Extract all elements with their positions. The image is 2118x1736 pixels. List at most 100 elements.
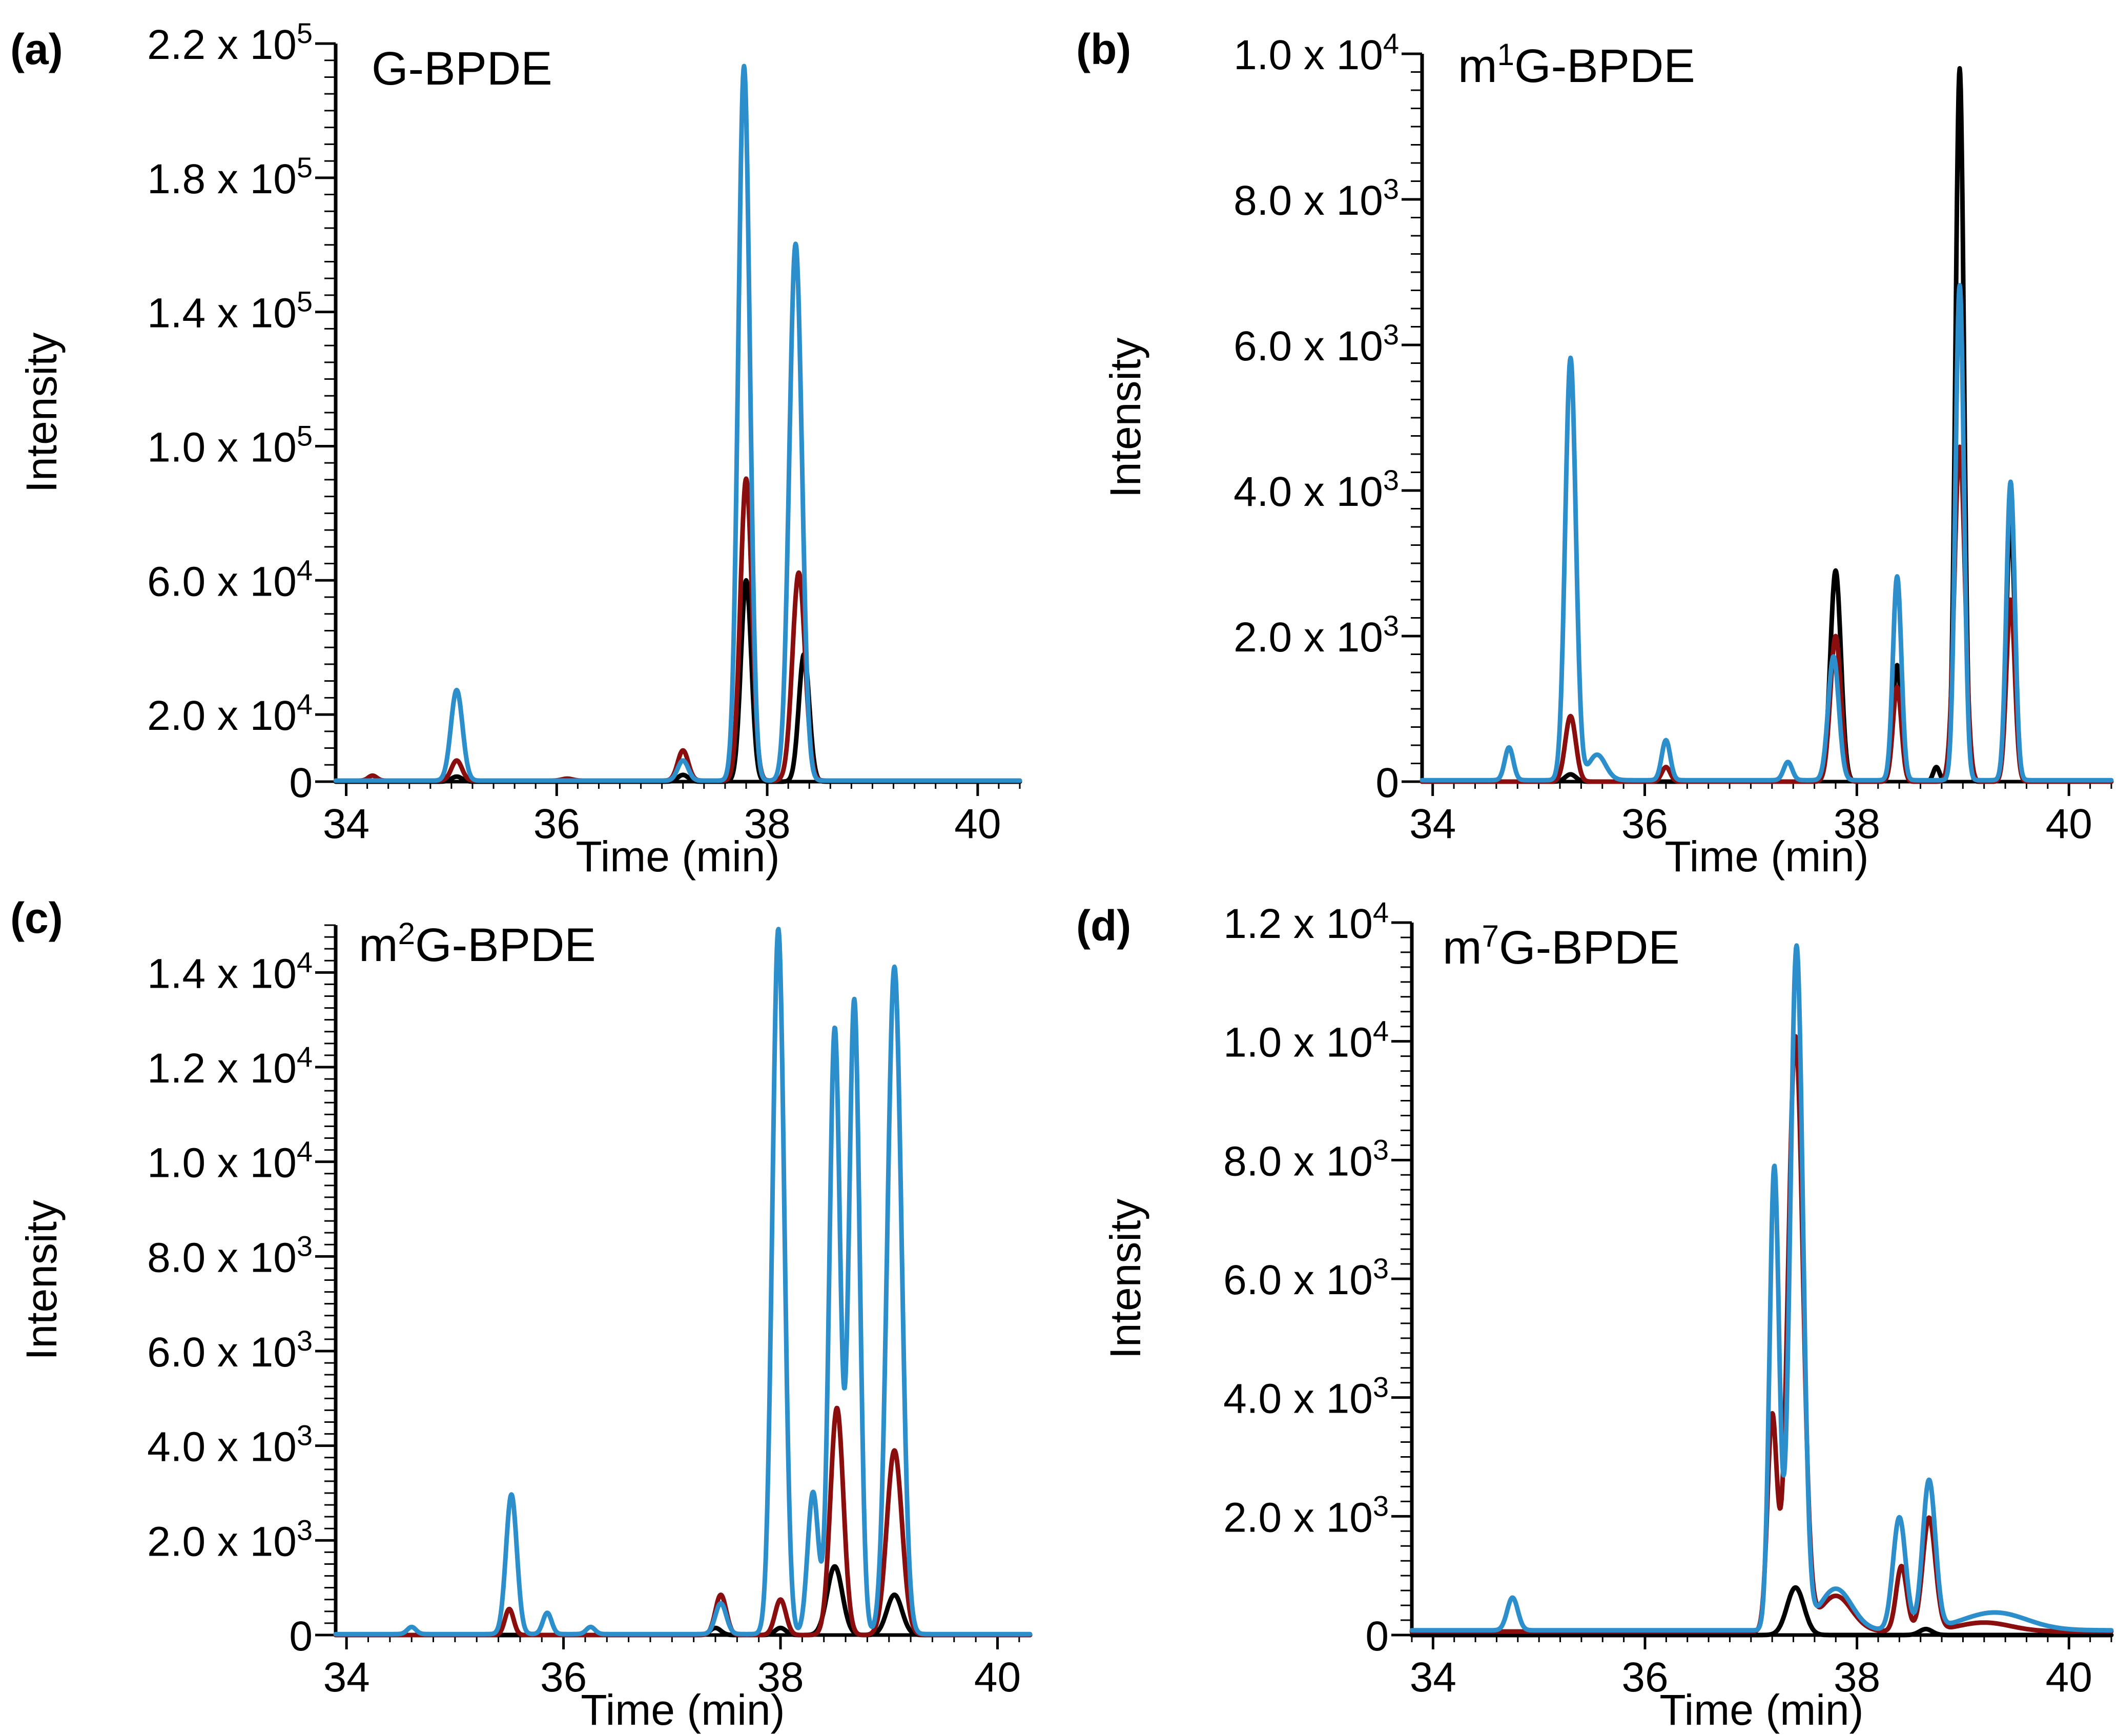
y-tick-label: 0 — [289, 1613, 313, 1660]
trace-black — [333, 578, 1022, 784]
y-tick-exponent: 5 — [297, 17, 313, 49]
x-axis-title: Time (min) — [581, 1686, 785, 1734]
x-tick-label: 38 — [744, 801, 790, 847]
compound-title-suffix: G-BPDE — [1514, 40, 1695, 92]
y-tick-mantissa: 8.0 x 10 — [1233, 177, 1383, 224]
x-tick-label: 40 — [954, 801, 1001, 847]
y-tick-exponent: 5 — [297, 285, 313, 317]
compound-title-prefix: m — [359, 919, 398, 971]
trace-red — [1409, 1034, 2114, 1634]
y-tick-mantissa: 6.0 x 10 — [1233, 323, 1383, 370]
y-tick-label: 2.2 x 105 — [147, 17, 313, 69]
y-tick-exponent: 3 — [1383, 318, 1399, 351]
y-tick-mantissa: 8.0 x 10 — [147, 1234, 297, 1281]
y-tick-exponent: 3 — [1373, 1489, 1389, 1522]
compound-title-prefix: m — [1458, 40, 1497, 92]
y-tick-exponent: 4 — [297, 1135, 313, 1167]
panel-label: (c) — [10, 894, 63, 942]
y-tick-mantissa: 1.4 x 10 — [147, 950, 297, 997]
y-tick-label: 2.0 x 103 — [147, 1514, 313, 1565]
y-tick-mantissa: 2.0 x 10 — [1233, 614, 1383, 661]
x-tick-label: 36 — [533, 801, 580, 847]
y-tick-label: 4.0 x 103 — [1223, 1371, 1389, 1422]
y-tick-mantissa: 4.0 x 10 — [1223, 1376, 1373, 1422]
y-tick-mantissa: 1.2 x 10 — [1223, 901, 1373, 947]
y-tick-label: 1.4 x 104 — [147, 946, 313, 997]
y-tick-exponent: 3 — [1383, 173, 1399, 205]
y-tick-mantissa: 6.0 x 10 — [147, 1329, 297, 1376]
trace-red — [333, 1405, 1033, 1638]
x-tick-label: 38 — [757, 1654, 804, 1701]
compound-title: m1G-BPDE — [1458, 37, 1695, 93]
y-tick-mantissa: 1.0 x 10 — [147, 424, 297, 471]
x-tick-label: 34 — [1410, 1654, 1456, 1701]
y-tick-exponent: 4 — [1373, 1014, 1389, 1047]
trace-blue — [1409, 943, 2114, 1633]
y-tick-mantissa: 4.0 x 10 — [1233, 468, 1383, 515]
x-tick-label: 36 — [1621, 1654, 1668, 1701]
y-tick-exponent: 4 — [1373, 896, 1389, 928]
x-tick-label: 36 — [1621, 801, 1668, 847]
x-tick-label: 38 — [1834, 1654, 1880, 1701]
compound-title-superscript: 7 — [1482, 919, 1499, 953]
trace-blue — [333, 64, 1022, 783]
y-tick-exponent: 3 — [1383, 609, 1399, 642]
y-tick-label: 8.0 x 103 — [147, 1230, 313, 1281]
y-tick-exponent: 3 — [1373, 1371, 1389, 1403]
y-tick-mantissa: 8.0 x 10 — [1223, 1138, 1373, 1184]
y-tick-exponent: 4 — [297, 554, 313, 586]
compound-title: m7G-BPDE — [1443, 919, 1680, 974]
y-tick-exponent: 3 — [1383, 464, 1399, 496]
y-tick-exponent: 4 — [297, 946, 313, 978]
y-tick-exponent: 4 — [1383, 27, 1399, 59]
x-tick-label: 40 — [2046, 1654, 2092, 1701]
y-tick-label: 6.0 x 103 — [1223, 1252, 1389, 1304]
x-tick-label: 40 — [2046, 801, 2092, 847]
trace-blue — [1420, 283, 2114, 783]
y-tick-label: 1.2 x 104 — [1223, 896, 1389, 948]
y-tick-mantissa: 1.0 x 10 — [1223, 1019, 1373, 1066]
y-tick-label: 6.0 x 103 — [1233, 318, 1399, 370]
y-axis-title: Intensity — [1101, 1199, 1149, 1359]
y-axis-title: Intensity — [1101, 338, 1149, 498]
y-tick-label: 8.0 x 103 — [1233, 173, 1399, 224]
y-tick-exponent: 4 — [297, 688, 313, 720]
x-tick-label: 34 — [323, 801, 369, 847]
y-tick-mantissa: 2.0 x 10 — [147, 1518, 297, 1565]
y-tick-mantissa: 1.0 x 10 — [147, 1140, 297, 1187]
y-tick-label: 1.0 x 104 — [147, 1135, 313, 1187]
y-tick-label: 1.0 x 104 — [1233, 27, 1399, 79]
panel-label: (a) — [10, 25, 63, 73]
y-axis-title: Intensity — [17, 1200, 66, 1360]
panel-label: (b) — [1076, 25, 1131, 73]
compound-title: m2G-BPDE — [359, 916, 596, 972]
y-tick-mantissa: 2.0 x 10 — [147, 692, 297, 739]
y-tick-label: 1.2 x 104 — [147, 1040, 313, 1092]
y-tick-label: 2.0 x 104 — [147, 688, 313, 740]
y-tick-label: 0 — [1365, 1613, 1389, 1660]
y-tick-exponent: 5 — [297, 419, 313, 452]
compound-title-suffix: G-BPDE — [1499, 922, 1680, 974]
compound-title-prefix: m — [1443, 922, 1482, 974]
compound-title-suffix: G-BPDE — [415, 919, 596, 971]
y-tick-mantissa: 2.2 x 10 — [147, 22, 297, 68]
y-tick-mantissa: 2.0 x 10 — [1223, 1494, 1373, 1541]
y-tick-exponent: 3 — [297, 1324, 313, 1357]
y-tick-label: 4.0 x 103 — [147, 1419, 313, 1471]
y-tick-label: 2.0 x 103 — [1233, 609, 1399, 661]
y-tick-exponent: 3 — [1373, 1252, 1389, 1284]
y-tick-label: 6.0 x 104 — [147, 554, 313, 605]
y-tick-label: 1.4 x 105 — [147, 285, 313, 337]
y-tick-mantissa: 1.4 x 10 — [147, 290, 297, 337]
y-tick-mantissa: 1.2 x 10 — [147, 1045, 297, 1092]
compound-title-superscript: 2 — [398, 916, 415, 951]
x-axis-title: Time (min) — [575, 832, 779, 881]
y-tick-exponent: 3 — [297, 1230, 313, 1262]
x-axis-title: Time (min) — [1664, 832, 1868, 881]
y-tick-mantissa: 6.0 x 10 — [147, 558, 297, 605]
compound-title-superscript: 1 — [1497, 37, 1514, 72]
